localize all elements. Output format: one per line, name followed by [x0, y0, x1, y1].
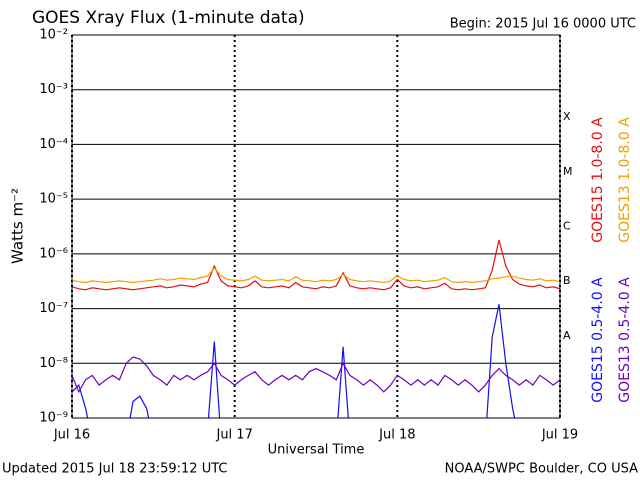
flare-class-label: M [563, 165, 573, 178]
y-tick-label: 10⁻⁶ [39, 246, 68, 261]
y-tick-label: 10⁻² [39, 28, 68, 43]
series-line [72, 356, 560, 394]
x-tick-label: Jul 19 [541, 428, 578, 443]
y-tick-label: 10⁻⁸ [39, 356, 68, 371]
y-axis-label: Watts m⁻² [9, 188, 27, 264]
y-tick-label: 10⁻⁴ [39, 137, 68, 152]
flare-class-label: A [563, 329, 571, 342]
series [72, 356, 560, 394]
x-tick-label: Jul 17 [215, 428, 252, 443]
x-axis-label: Universal Time [268, 443, 365, 458]
legend-entry: GOES13 1.0-8.0 A [617, 117, 633, 243]
series-line [72, 239, 560, 291]
footer-right: NOAA/SWPC Boulder, CO USA [445, 462, 638, 477]
y-tick-label: 10⁻⁹ [39, 411, 68, 426]
y-tick-label: 10⁻⁵ [39, 192, 68, 207]
legend-entry: GOES15 0.5-4.0 A [590, 277, 606, 403]
plot-frame [71, 34, 561, 419]
chart-subtitle: Begin: 2015 Jul 16 0000 UTC [450, 17, 636, 32]
chart-title: GOES Xray Flux (1-minute data) [32, 8, 305, 28]
flare-class-label: X [563, 110, 571, 123]
series [72, 239, 560, 291]
series [72, 267, 560, 284]
series-line [72, 267, 560, 284]
y-tick-label: 10⁻³ [39, 82, 68, 97]
x-tick-label: Jul 16 [53, 428, 90, 443]
footer-left: Updated 2015 Jul 18 23:59:12 UTC [2, 462, 227, 477]
legend-entry: GOES13 0.5-4.0 A [617, 277, 633, 403]
y-tick-label: 10⁻⁷ [39, 301, 68, 316]
legend-entry: GOES15 1.0-8.0 A [590, 117, 606, 243]
flare-class-label: C [563, 220, 571, 233]
x-tick-label: Jul 18 [378, 428, 415, 443]
flare-class-label: B [563, 274, 571, 287]
